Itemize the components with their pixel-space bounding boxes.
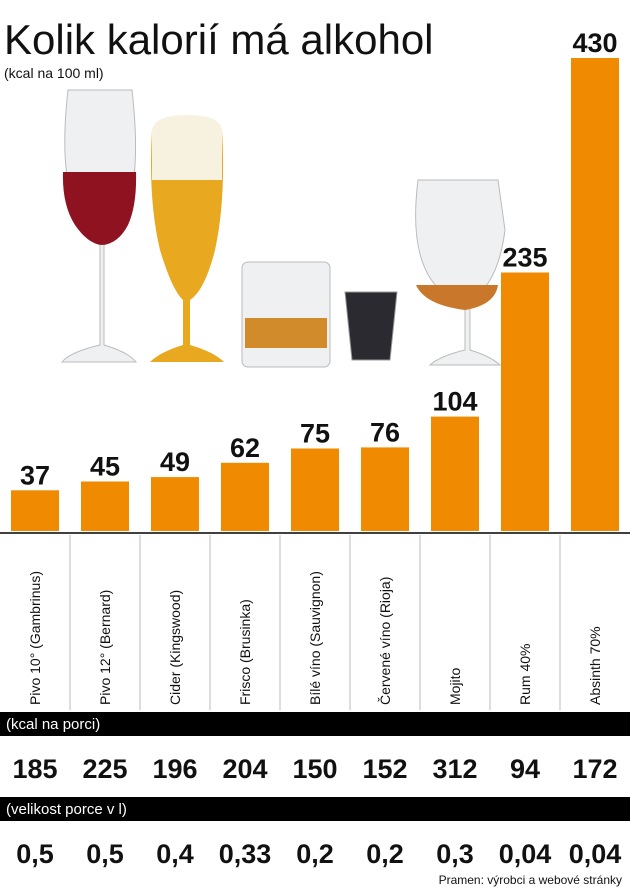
bar <box>221 462 269 531</box>
bar <box>11 490 59 531</box>
bar <box>361 447 409 531</box>
bar <box>571 58 619 531</box>
value-label: 45 <box>90 452 120 482</box>
row-band <box>0 712 630 736</box>
portion-kcal: 152 <box>362 754 407 784</box>
source: Pramen: výrobci a webové stránky <box>439 873 622 887</box>
portion-size: 0,04 <box>499 839 552 869</box>
value-label: 104 <box>432 387 477 417</box>
bar <box>151 477 199 531</box>
portion-size: 0,5 <box>16 839 54 869</box>
portion-size: 0,3 <box>436 839 474 869</box>
glasses-illustration <box>60 89 506 368</box>
value-label: 62 <box>230 433 260 463</box>
category-label: Frisco (Brusinka) <box>237 599 253 705</box>
category-label: Absinth 70% <box>587 626 603 705</box>
portion-kcal: 94 <box>510 754 540 784</box>
value-label: 76 <box>370 417 400 447</box>
bar <box>501 272 549 531</box>
portion-kcal: 185 <box>12 754 57 784</box>
value-label: 430 <box>572 28 617 58</box>
portion-kcal: 225 <box>82 754 127 784</box>
category-label: Rum 40% <box>517 644 533 705</box>
category-label: Cider (Kingswood) <box>167 590 183 705</box>
row-label: (kcal na porci) <box>6 716 100 733</box>
portion-size: 0,4 <box>156 839 194 869</box>
portion-kcal: 172 <box>572 754 617 784</box>
bar <box>431 416 479 531</box>
row-band <box>0 797 630 821</box>
portion-size: 0,5 <box>86 839 124 869</box>
value-label: 235 <box>502 243 547 273</box>
portion-size: 0,2 <box>296 839 334 869</box>
value-label: 49 <box>160 447 190 477</box>
bar <box>291 448 339 531</box>
category-label: Pivo 10° (Gambrinus) <box>27 571 43 705</box>
bar <box>81 481 129 531</box>
portion-kcal: 196 <box>152 754 197 784</box>
chart-title: Kolik kalorií má alkohol <box>4 16 434 63</box>
category-label: Červené víno (Rioja) <box>377 577 393 705</box>
chart-subtitle: (kcal na 100 ml) <box>4 65 104 81</box>
value-label: 75 <box>300 419 330 449</box>
category-label: Bílé víno (Sauvignon) <box>307 571 323 705</box>
portion-kcal: 204 <box>222 754 267 784</box>
row-label: (velikost porce v l) <box>6 801 127 818</box>
category-label: Mojito <box>447 667 463 705</box>
category-label: Pivo 12° (Bernard) <box>97 590 113 705</box>
portion-size: 0,04 <box>569 839 622 869</box>
portion-kcal: 150 <box>292 754 337 784</box>
portion-size: 0,33 <box>219 839 272 869</box>
portion-size: 0,2 <box>366 839 404 869</box>
portion-kcal: 312 <box>432 754 477 784</box>
value-label: 37 <box>20 460 50 490</box>
